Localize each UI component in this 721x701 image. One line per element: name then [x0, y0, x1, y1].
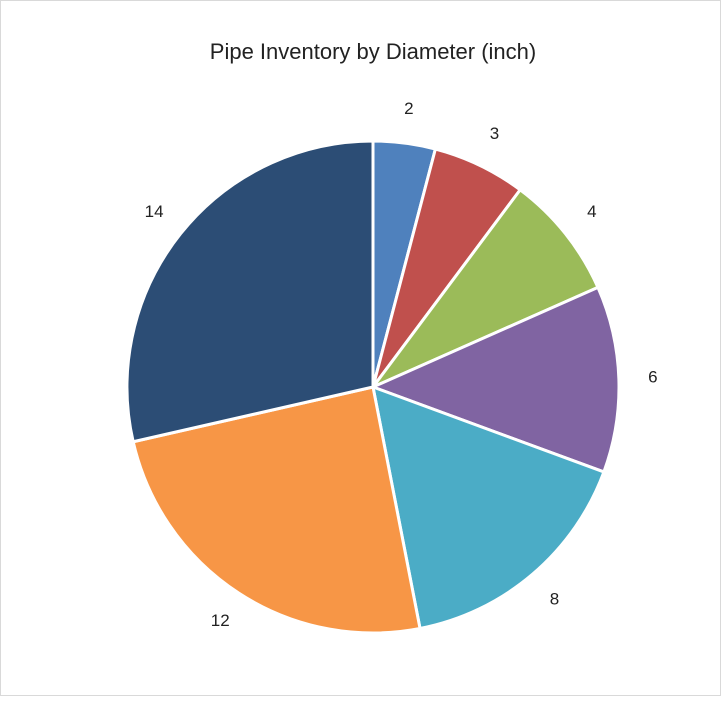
- data-label: 14: [145, 202, 164, 221]
- chart-title: Pipe Inventory by Diameter (inch): [210, 39, 536, 64]
- pie-slice: [371, 188, 600, 389]
- data-label: 3: [490, 124, 499, 143]
- data-label: 2: [404, 99, 413, 118]
- data-label: 12: [211, 611, 230, 630]
- data-label: 4: [587, 202, 596, 221]
- data-label: 6: [648, 368, 657, 387]
- pie-slice: [131, 385, 422, 635]
- pie-slice: [371, 385, 606, 630]
- pie-slice: [371, 285, 621, 474]
- pie-slice: [125, 139, 375, 444]
- data-label: 8: [550, 590, 559, 609]
